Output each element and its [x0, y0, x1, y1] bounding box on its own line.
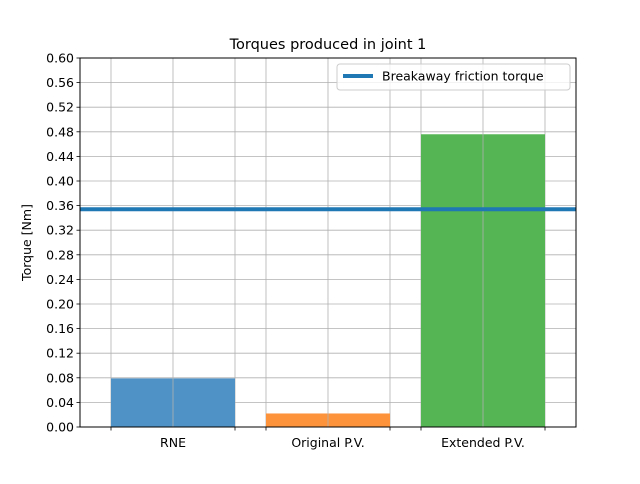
- x-tick-label: Original P.V.: [291, 435, 364, 450]
- y-tick-label: 0.12: [46, 346, 74, 361]
- y-tick-label: 0.36: [46, 198, 74, 213]
- reference-lines: [80, 58, 576, 427]
- y-tick-label: 0.52: [46, 100, 74, 115]
- y-tick-label: 0.60: [46, 51, 74, 66]
- y-tick-label: 0.04: [46, 395, 74, 410]
- legend-label-breakaway: Breakaway friction torque: [382, 69, 544, 84]
- y-tick-label: 0.32: [46, 223, 74, 238]
- y-tick-label: 0.56: [46, 75, 74, 90]
- y-tick-label: 0.40: [46, 174, 74, 189]
- y-tick-label: 0.28: [46, 247, 74, 262]
- y-axis-label: Torque [Nm]: [19, 204, 34, 282]
- axes-frame: [79, 57, 577, 428]
- y-tick-label: 0.48: [46, 124, 74, 139]
- x-tick-label: Extended P.V.: [441, 435, 525, 450]
- y-tick-label: 0.24: [46, 272, 74, 287]
- y-tick-label: 0.08: [46, 370, 74, 385]
- y-tick-label: 0.44: [46, 149, 74, 164]
- chart-title: Torques produced in joint 1: [229, 37, 427, 53]
- legend-box: [336, 63, 571, 91]
- y-tick-label: 0.00: [46, 420, 74, 435]
- x-tick-label: RNE: [160, 435, 186, 450]
- y-tick-label: 0.16: [46, 321, 74, 336]
- y-tick-label: 0.20: [46, 297, 74, 312]
- axes: 0.00 0.04 0.08 0.12 0.16 0.20 0.24 0.28 0.32 0.36…: [46, 51, 577, 450]
- legend: Breakaway friction torque: [336, 63, 571, 91]
